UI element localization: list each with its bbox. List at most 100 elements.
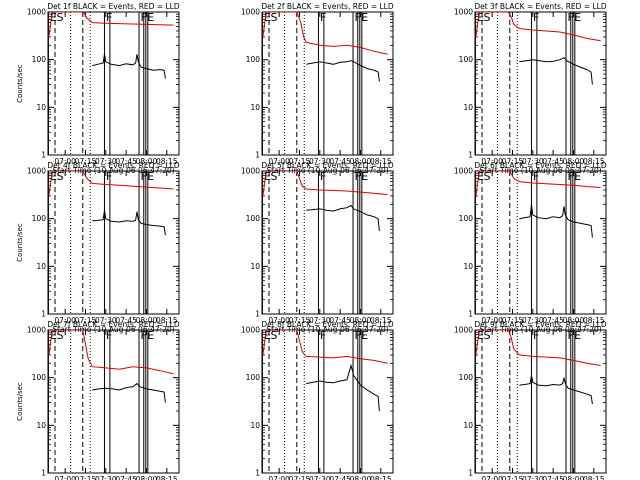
marker-label: E [50,329,57,342]
y-tick-label: 10 [463,103,473,112]
series-line-events [519,57,593,85]
y-axis-label: Counts/sec [16,382,24,421]
x-tick-label: 07:00 [268,475,290,480]
marker-label: F [533,170,539,183]
x-tick-label: 07:15 [502,475,524,480]
x-tick-label: 07:00 [54,157,76,166]
x-tick-label: 08:15 [583,157,605,166]
y-tick-label: 10 [36,421,46,430]
x-tick-label: 07:45 [329,157,351,166]
y-tick-label: 100 [459,214,474,223]
x-tick-label: 07:00 [481,316,503,325]
x-tick-label: 08:00 [350,475,372,480]
y-tick-label: 1000 [27,167,46,176]
series-line-lld [48,12,174,37]
y-tick-label: 1 [468,151,473,160]
series-line-events [92,54,166,79]
x-tick-label: 07:30 [95,316,117,325]
y-tick-label: 10 [250,262,260,271]
panel-7: Det 7f BLACK = Events, RED = LLD 1 10 100 10… [16,320,180,480]
x-tick-label: 08:15 [156,475,178,480]
panel-title: Det 5f BLACK = Events, RED = LLD [261,161,394,170]
x-tick-label: 08:00 [563,316,585,325]
y-tick-label: 1000 [241,8,260,17]
y-tick-label: 100 [32,55,47,64]
x-tick-label: 08:15 [370,157,392,166]
panel-6: Det 6f BLACK = Events, RED = LLD 1 10 100 10… [454,161,607,334]
y-tick-label: 1 [41,151,46,160]
marker-label: E [574,170,581,183]
x-tick-label: 07:30 [522,157,544,166]
x-tick-label: 07:15 [75,475,97,480]
marker-label: E [477,11,484,24]
marker-label: S [271,170,278,183]
plot-frame [474,170,607,315]
marker-label: E [477,170,484,183]
marker-label: F [533,11,539,24]
x-tick-label: 07:30 [95,157,117,166]
panel-5: Det 5f BLACK = Events, RED = LLD 1 10 100 10… [241,161,394,334]
series-line-events [306,60,380,82]
y-axis-label: Counts/sec [16,64,24,103]
x-tick-label: 07:45 [115,157,137,166]
panel-title: Det 9f BLACK = Events, RED = LLD [474,320,607,329]
series-line-lld [475,171,601,196]
x-tick-label: 07:45 [329,475,351,480]
series-line-events [519,204,593,238]
plot-frame [261,11,394,156]
x-tick-label: 07:45 [542,316,564,325]
marker-label: S [57,329,64,342]
x-tick-label: 08:00 [350,316,372,325]
x-tick-label: 07:30 [309,475,331,480]
marker-label: S [484,170,491,183]
x-tick-label: 07:00 [481,475,503,480]
series-line-events [306,363,380,412]
panel-2: Det 2f BLACK = Events, RED = LLD 1 10 100 10… [241,2,394,175]
plot-frame [47,329,180,474]
panel-title: Det 1f BLACK = Events, RED = LLD [47,2,180,11]
marker-label: E [147,170,154,183]
x-tick-label: 07:15 [502,316,524,325]
panel-title: Det 3f BLACK = Events, RED = LLD [474,2,607,11]
x-tick-label: 08:00 [563,475,585,480]
marker-label: E [264,329,271,342]
x-tick-label: 08:15 [156,316,178,325]
x-tick-label: 08:15 [156,157,178,166]
series-line-lld [262,330,388,364]
x-tick-label: 07:30 [522,475,544,480]
x-tick-label: 07:45 [115,316,137,325]
x-tick-label: 08:00 [136,316,158,325]
x-tick-label: 07:00 [54,475,76,480]
marker-label: F [106,170,112,183]
panel-title: Det 6f BLACK = Events, RED = LLD [474,161,607,170]
x-tick-label: 07:30 [309,157,331,166]
marker-label: F [533,329,539,342]
marker-label: E [264,11,271,24]
panel-3: Det 3f BLACK = Events, RED = LLD 1 10 100 10… [454,2,607,175]
marker-label: S [57,11,64,24]
y-tick-label: 1000 [454,167,473,176]
marker-label: E [147,329,154,342]
x-tick-label: 07:15 [289,157,311,166]
marker-label: E [361,11,368,24]
x-tick-label: 08:15 [583,475,605,480]
x-tick-label: 08:15 [583,316,605,325]
marker-label: F [106,11,112,24]
y-tick-label: 10 [463,262,473,271]
marker-label: S [271,329,278,342]
panel-8: Det 8f BLACK = Events, RED = LLD 1 10 100 10… [241,320,394,480]
marker-label: F [320,329,326,342]
marker-label: E [264,170,271,183]
series-line-events [92,210,166,236]
y-tick-label: 10 [463,421,473,430]
marker-label: S [484,329,491,342]
y-tick-label: 1 [41,469,46,478]
panel-title: Det 2f BLACK = Events, RED = LLD [261,2,394,11]
y-tick-label: 10 [36,103,46,112]
panel-title: Det 8f BLACK = Events, RED = LLD [261,320,394,329]
plot-frame [474,11,607,156]
y-tick-label: 1 [255,469,260,478]
y-tick-label: 1000 [454,8,473,17]
series-line-lld [262,171,388,196]
marker-label: E [147,11,154,24]
